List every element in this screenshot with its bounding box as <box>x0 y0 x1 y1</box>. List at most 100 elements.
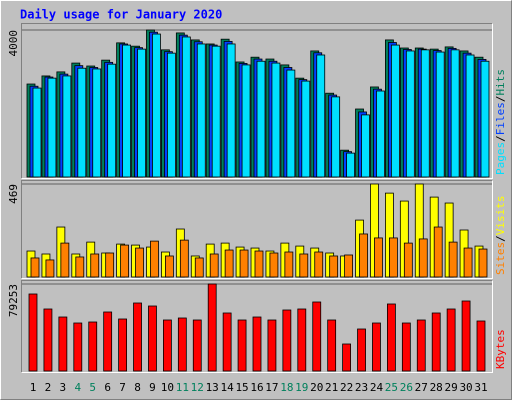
bar <box>224 249 234 278</box>
bar <box>301 80 311 178</box>
x-tick-label: 26 <box>400 381 413 394</box>
bar <box>401 322 411 372</box>
bar <box>32 87 42 178</box>
bar <box>435 51 445 178</box>
bar <box>480 60 490 178</box>
x-tick-label: 19 <box>295 381 308 394</box>
legend-label: Hits <box>494 69 507 96</box>
bar <box>192 319 202 372</box>
bar <box>28 293 38 372</box>
bar <box>181 36 191 178</box>
x-tick-label: 4 <box>74 381 81 394</box>
bar <box>346 152 356 178</box>
x-tick-label: 27 <box>415 381 428 394</box>
x-tick-label: 10 <box>161 381 174 394</box>
bar <box>316 54 326 178</box>
bar <box>90 253 100 278</box>
bar <box>73 322 83 372</box>
legend-separator: / <box>494 235 507 242</box>
bar <box>386 303 396 372</box>
bar <box>241 64 251 178</box>
panel-highlight <box>21 180 493 279</box>
bar <box>476 320 486 372</box>
bar <box>103 311 113 372</box>
x-tick-label: 12 <box>191 381 204 394</box>
bar <box>450 49 460 178</box>
legend-label: Files <box>494 102 507 135</box>
bar <box>133 302 142 372</box>
bar <box>376 90 385 178</box>
bar <box>446 308 456 372</box>
bar <box>256 60 266 178</box>
bar <box>75 256 85 278</box>
legend: Sites/Visits <box>494 196 507 276</box>
bar <box>222 312 232 372</box>
y-tick-label: 469 <box>7 184 20 204</box>
x-tick-label: 7 <box>119 381 126 394</box>
y-tick-label: 79253 <box>7 284 20 317</box>
x-tick-label: 9 <box>149 381 156 394</box>
x-tick-label: 31 <box>474 381 487 394</box>
bar <box>45 259 55 278</box>
bar <box>299 253 309 278</box>
panel-shadow <box>21 180 493 279</box>
bar <box>461 300 471 372</box>
bar <box>196 43 206 178</box>
bar <box>357 328 366 372</box>
bar <box>43 308 53 372</box>
bar <box>286 69 296 178</box>
bar <box>177 317 187 372</box>
bar <box>162 319 172 372</box>
bar <box>282 309 292 372</box>
bar <box>166 52 176 178</box>
bar <box>237 319 247 372</box>
panel-highlight <box>21 280 493 373</box>
bar <box>60 242 70 278</box>
legend-label: KBytes <box>494 329 507 369</box>
bar <box>226 43 236 178</box>
bar <box>120 244 129 278</box>
x-tick-label: 15 <box>235 381 248 394</box>
x-tick-label: 2 <box>45 381 52 394</box>
bar <box>164 255 174 278</box>
x-tick-label: 30 <box>459 381 472 394</box>
bar <box>327 319 337 372</box>
x-tick-label: 1 <box>30 381 37 394</box>
y-tick-label: 4000 <box>7 30 20 57</box>
x-tick-label: 6 <box>104 381 111 394</box>
bar <box>478 248 488 278</box>
bar <box>297 308 307 372</box>
x-tick-label: 14 <box>221 381 235 394</box>
x-tick-label: 21 <box>325 381 338 394</box>
bar <box>88 321 98 372</box>
x-tick-label: 29 <box>445 381 458 394</box>
bar <box>271 62 281 178</box>
panel-shadow <box>21 280 493 373</box>
x-tick-label: 22 <box>340 381 353 394</box>
bar <box>179 239 189 278</box>
legend: KBytes <box>494 329 507 369</box>
bar <box>269 252 279 278</box>
legend: Pages/Files/Hits <box>494 69 507 175</box>
legend-separator: / <box>494 96 507 103</box>
x-tick-label: 20 <box>310 381 323 394</box>
x-tick-label: 28 <box>430 381 443 394</box>
bar <box>209 253 219 278</box>
bar <box>331 96 341 178</box>
bar <box>416 319 426 372</box>
bar <box>344 254 354 278</box>
bar <box>47 77 57 178</box>
legend-label: Visits <box>494 196 507 236</box>
bar <box>431 312 441 372</box>
bar <box>388 237 398 278</box>
x-tick-label: 8 <box>134 381 141 394</box>
bar <box>405 50 415 178</box>
bar <box>194 257 204 278</box>
bar <box>211 45 221 178</box>
x-tick-label: 3 <box>60 381 67 394</box>
bar <box>420 49 430 178</box>
x-tick-label: 11 <box>176 381 189 394</box>
chart-title: Daily usage for January 2020 <box>20 8 222 22</box>
bar <box>58 316 68 372</box>
